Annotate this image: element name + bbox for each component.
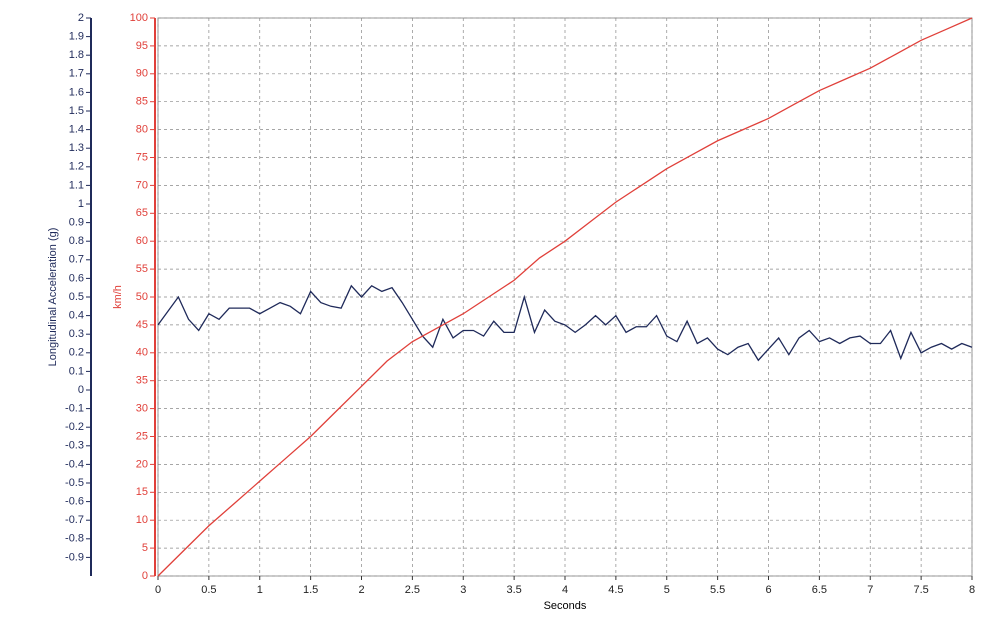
y-tick-label: -0.5 [65,477,84,489]
y2-tick-label: 55 [136,263,148,275]
y-tick-label: 0.9 [69,217,84,229]
x-tick-label: 4 [562,584,568,596]
x-tick-label: 7 [867,584,873,596]
y-tick-label: -0.9 [65,551,84,563]
y2-tick-label: 100 [130,12,148,24]
y2-tick-label: 40 [136,347,148,359]
x-tick-label: 0.5 [201,584,216,596]
x-tick-label: 8 [969,584,975,596]
y-tick-label: 2 [78,12,84,24]
y-tick-label: 1.7 [69,68,84,80]
y-tick-label: 1.1 [69,179,84,191]
y2-tick-label: 70 [136,179,148,191]
y-tick-label: -0.4 [65,458,84,470]
y2-axis-title: km/h [112,285,124,309]
y2-tick-label: 15 [136,486,148,498]
x-tick-label: 3 [460,584,466,596]
x-tick-label: 1 [257,584,263,596]
y-tick-label: 1.8 [69,49,84,61]
y2-tick-label: 25 [136,430,148,442]
y2-tick-label: 75 [136,151,148,163]
x-tick-label: 7.5 [913,584,928,596]
x-tick-label: 5 [664,584,670,596]
y-tick-label: 0.1 [69,365,84,377]
y2-tick-label: 5 [142,542,148,554]
y-tick-label: 1.2 [69,161,84,173]
y2-tick-label: 0 [142,570,148,582]
y2-tick-label: 35 [136,375,148,387]
y-tick-label: -0.3 [65,440,84,452]
y-tick-label: -0.6 [65,496,84,508]
y2-tick-label: 45 [136,319,148,331]
y-tick-label: 0.6 [69,272,84,284]
y2-tick-label: 50 [136,291,148,303]
x-tick-label: 2.5 [405,584,420,596]
y-tick-label: 0.7 [69,254,84,266]
data-line [157,284,973,362]
y-tick-label: 1 [78,198,84,210]
y-tick-label: 1.9 [69,31,84,43]
y2-tick-label: 95 [136,40,148,52]
y-tick-label: 1.6 [69,86,84,98]
x-tick-label: 3.5 [506,584,521,596]
y-axis-title: Longitudinal Acceleration (g) [47,228,59,367]
x-tick-label: 2 [358,584,364,596]
y2-tick-label: 30 [136,403,148,415]
x-tick-label: 5.5 [710,584,725,596]
y-tick-label: 0.3 [69,328,84,340]
y-tick-label: -0.2 [65,421,84,433]
y2-tick-label: 10 [136,514,148,526]
x-axis-title: Seconds [544,600,587,612]
data-line [157,17,973,577]
y-tick-label: 1.4 [69,124,84,136]
y2-tick-label: 90 [136,68,148,80]
x-tick-label: 6 [765,584,771,596]
x-tick-label: 0 [155,584,161,596]
x-tick-label: 1.5 [303,584,318,596]
y-tick-label: 0.2 [69,347,84,359]
y2-tick-label: 85 [136,96,148,108]
y-tick-label: 0 [78,384,84,396]
y2-tick-label: 80 [136,124,148,136]
x-tick-label: 6.5 [812,584,827,596]
y-tick-label: -0.8 [65,533,84,545]
y2-tick-label: 20 [136,458,148,470]
y-tick-label: 1.5 [69,105,84,117]
y-tick-label: 0.8 [69,235,84,247]
y2-tick-label: 60 [136,235,148,247]
y-tick-label: 0.4 [69,310,84,322]
x-tick-label: 4.5 [608,584,623,596]
y-tick-label: -0.7 [65,514,84,526]
y-tick-label: 1.3 [69,142,84,154]
y-tick-label: -0.1 [65,403,84,415]
y-tick-label: 0.5 [69,291,84,303]
y2-tick-label: 65 [136,207,148,219]
